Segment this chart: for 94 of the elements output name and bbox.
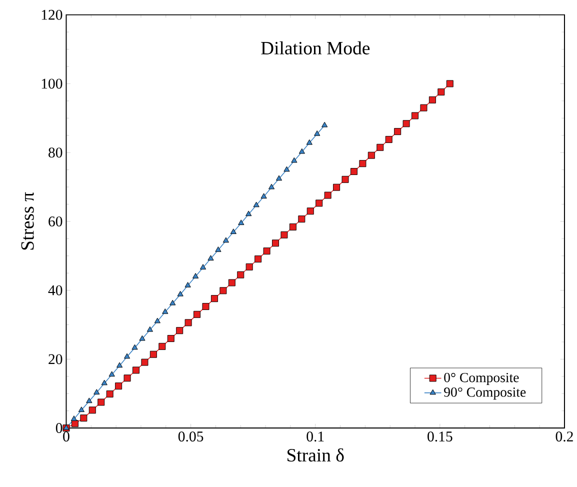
point — [291, 157, 298, 163]
point — [222, 237, 229, 242]
text: Dilation Mode — [261, 41, 370, 54]
point — [298, 215, 306, 222]
point — [108, 371, 115, 376]
point — [428, 96, 436, 104]
point — [230, 228, 236, 234]
point — [298, 148, 305, 154]
point — [350, 168, 358, 175]
point — [385, 136, 392, 143]
y-tick-label: 80 — [48, 147, 62, 158]
point — [80, 414, 88, 422]
point — [316, 200, 323, 206]
point — [98, 398, 105, 406]
point — [333, 184, 340, 191]
point — [124, 353, 130, 358]
y-tick-label: 100 — [42, 78, 62, 88]
point — [324, 192, 332, 199]
point — [70, 415, 78, 421]
point — [284, 166, 290, 172]
point — [139, 335, 146, 341]
point — [94, 388, 100, 394]
point — [88, 406, 96, 414]
point — [162, 308, 168, 314]
point — [263, 247, 270, 254]
point — [276, 175, 282, 180]
x-axis-title: Strain δ — [288, 448, 344, 462]
point — [220, 286, 227, 294]
point — [150, 350, 157, 358]
point — [208, 254, 214, 260]
point — [177, 290, 184, 296]
y-tick-label: 120 — [42, 10, 62, 20]
point — [132, 344, 138, 350]
point — [237, 271, 244, 278]
point — [246, 263, 253, 270]
x-tick-label: 0.1 — [306, 431, 324, 442]
point — [289, 223, 296, 230]
point — [78, 406, 84, 412]
point — [314, 130, 320, 136]
point — [146, 326, 154, 332]
x-tick-label: 0.05 — [178, 431, 204, 442]
point — [376, 144, 384, 151]
x-tick-label: 0.2 — [556, 431, 573, 442]
point — [115, 382, 122, 390]
point — [446, 80, 454, 88]
point — [342, 176, 349, 183]
y-tick-label: 20 — [48, 354, 62, 364]
point — [254, 255, 262, 262]
point — [192, 272, 199, 278]
point — [306, 207, 314, 214]
point — [246, 210, 252, 216]
point — [167, 334, 174, 342]
point — [402, 120, 410, 127]
legend-label: 0° Composite — [444, 372, 519, 385]
point — [412, 112, 419, 120]
legend-label: 90° Composite — [444, 387, 526, 400]
point — [106, 390, 114, 398]
point — [228, 279, 236, 286]
point — [215, 246, 222, 252]
point — [280, 231, 288, 238]
point — [420, 104, 428, 112]
point — [132, 366, 140, 374]
point — [210, 294, 218, 302]
point — [306, 139, 312, 145]
point — [101, 380, 108, 385]
point — [368, 152, 375, 159]
point — [238, 219, 244, 225]
point — [184, 282, 191, 288]
point — [158, 342, 166, 350]
point — [86, 398, 92, 403]
point — [359, 160, 366, 167]
point — [253, 202, 260, 207]
point — [438, 88, 445, 96]
point — [260, 192, 267, 198]
point — [394, 128, 402, 135]
point — [176, 326, 184, 334]
point — [170, 300, 176, 306]
point — [184, 319, 192, 326]
point — [141, 358, 148, 366]
x-tick-label: 0 — [63, 431, 70, 442]
point — [194, 310, 201, 318]
y-tick-label: 60 — [48, 216, 62, 226]
y-tick-label: 40 — [48, 285, 62, 296]
point — [116, 362, 123, 368]
point — [272, 239, 279, 246]
point — [154, 318, 160, 323]
y-axis-title: Stress π — [21, 192, 34, 250]
point — [200, 264, 206, 270]
point — [268, 184, 275, 190]
point — [202, 302, 210, 310]
point — [124, 374, 131, 382]
point — [322, 122, 328, 128]
y-tick-label: 0 — [56, 422, 62, 433]
x-tick-label: 0.15 — [428, 431, 452, 442]
